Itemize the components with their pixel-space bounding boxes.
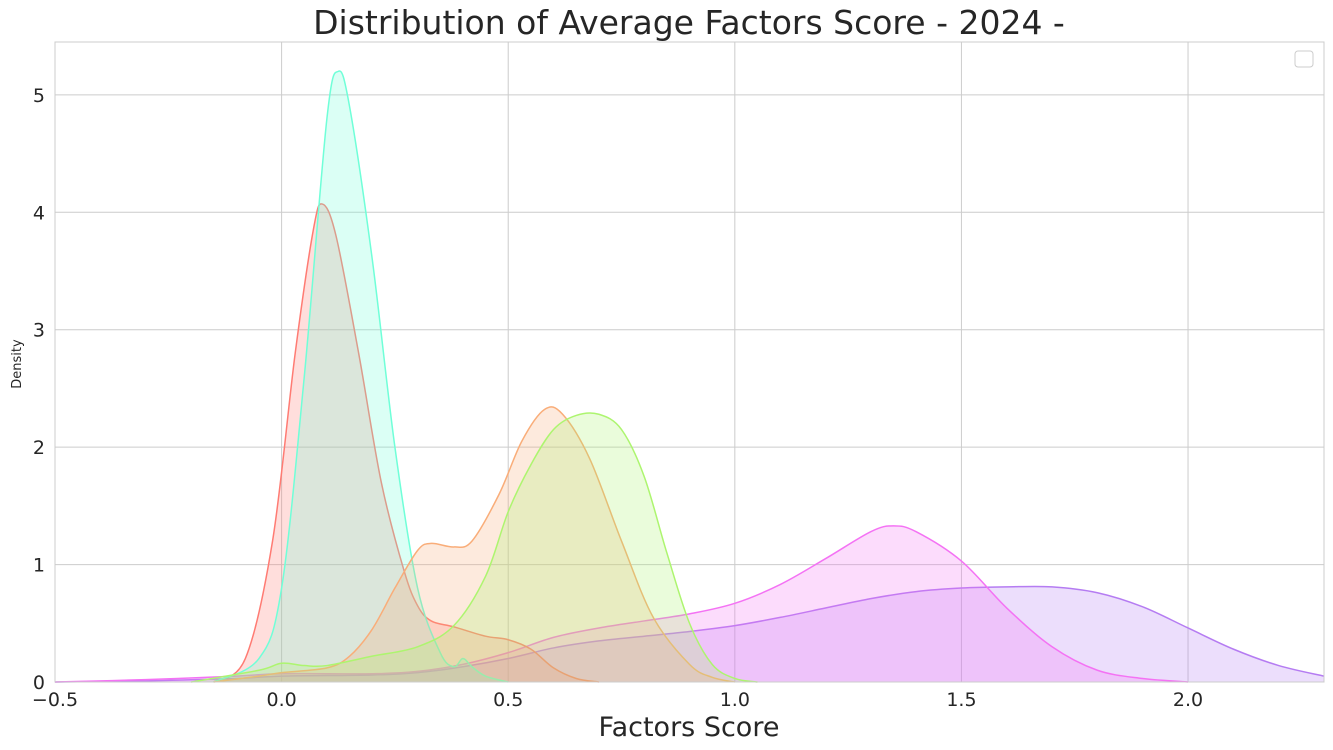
y-tick-label: 5 (33, 85, 45, 107)
density-area-3 (213, 203, 599, 682)
x-tick-label: −0.5 (32, 689, 78, 711)
x-tick-label: 2.0 (1173, 689, 1203, 711)
plot-frame (54, 41, 1325, 683)
grid-lines (54, 42, 1324, 683)
density-line-5 (213, 406, 735, 683)
x-tick-label: 0.5 (493, 689, 523, 711)
y-tick-label: 2 (33, 437, 45, 459)
y-tick-label: 1 (33, 555, 45, 577)
y-tick-label: 3 (33, 320, 45, 342)
y-tick-labels: 0 1 2 3 4 5 (33, 85, 45, 694)
y-tick-label: 0 (33, 672, 45, 694)
density-area-1 (55, 586, 1324, 682)
density-line-3 (213, 203, 599, 683)
legend-box (1294, 50, 1314, 68)
x-axis-label: Factors Score (599, 712, 780, 743)
y-axis-label: Density (10, 339, 25, 389)
density-curves (54, 70, 1325, 683)
density-area-4 (213, 71, 509, 683)
chart-title: Distribution of Average Factors Score - … (313, 3, 1065, 42)
density-line-4 (213, 70, 509, 683)
density-area-6 (190, 412, 758, 682)
x-tick-label: 0.0 (266, 689, 296, 711)
y-tick-label: 4 (33, 202, 45, 224)
x-tick-labels: −0.5 0.0 0.5 1.0 1.5 2.0 (32, 689, 1203, 711)
density-line-1 (54, 585, 1325, 683)
density-line-6 (190, 412, 758, 683)
density-area-2 (55, 525, 1189, 682)
x-tick-label: 1.0 (720, 689, 750, 711)
density-area-5 (213, 406, 735, 682)
density-line-2 (54, 525, 1189, 683)
x-tick-label: 1.5 (946, 689, 976, 711)
